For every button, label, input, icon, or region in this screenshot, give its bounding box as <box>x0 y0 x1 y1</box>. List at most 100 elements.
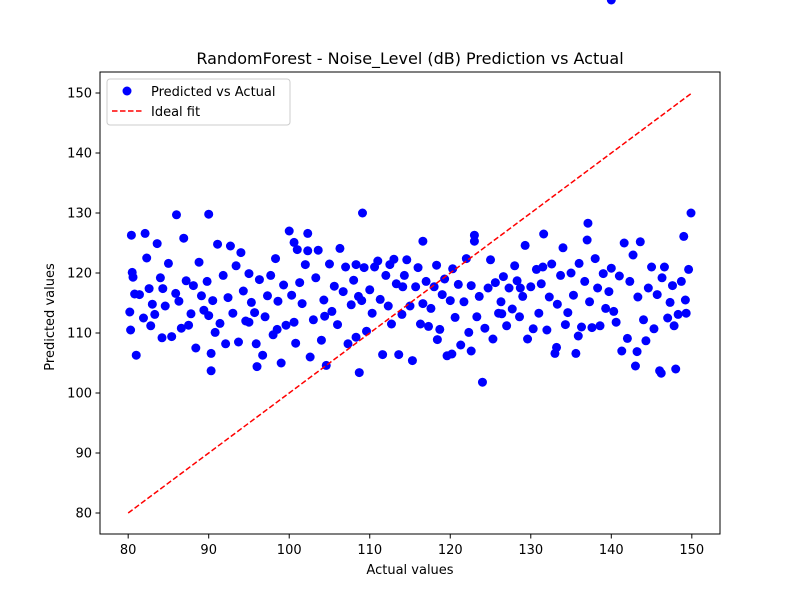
scatter-point <box>426 303 436 313</box>
scatter-point <box>295 278 305 288</box>
scatter-point <box>526 282 536 292</box>
scatter-point <box>595 321 605 331</box>
scatter-point <box>466 346 476 356</box>
scatter-point <box>520 240 530 250</box>
scatter-point <box>659 262 669 272</box>
scatter-point <box>583 218 593 228</box>
legend: Predicted vs Actual Ideal fit <box>106 78 291 126</box>
scatter-point <box>223 293 233 303</box>
scatter-point <box>252 362 262 372</box>
scatter-point <box>680 295 690 305</box>
scatter-point <box>488 334 498 344</box>
scatter-point <box>628 250 638 260</box>
scatter-point <box>590 254 600 264</box>
legend-label-ideal: Ideal fit <box>151 105 200 120</box>
scatter-point <box>246 297 256 307</box>
scatter-point <box>167 332 177 342</box>
scatter-point <box>354 368 364 378</box>
scatter-point <box>186 309 196 319</box>
scatter-point <box>601 303 611 313</box>
scatter-point <box>643 283 653 293</box>
scatter-point <box>538 262 548 272</box>
scatter-point <box>313 245 323 255</box>
scatter-point <box>498 272 508 282</box>
scatter-point <box>448 264 458 274</box>
scatter-point <box>647 262 657 272</box>
scatter-point <box>184 320 194 330</box>
scatter-point <box>150 309 160 319</box>
scatter-point <box>625 276 635 286</box>
scatter-point <box>418 299 428 309</box>
scatter-point <box>155 273 165 283</box>
scatter-point <box>580 276 590 286</box>
scatter-point <box>144 284 154 294</box>
scatter-point <box>289 317 299 327</box>
scatter-point <box>539 229 549 239</box>
scatter-point <box>385 260 395 270</box>
x-tick-label: 110 <box>357 543 382 558</box>
scatter-point <box>582 235 592 245</box>
scatter-point <box>552 299 562 309</box>
scatter-point <box>134 290 144 300</box>
scatter-point <box>367 308 377 318</box>
scatter-point <box>305 352 315 362</box>
scatter-point <box>221 339 231 349</box>
scatter-point <box>146 321 156 331</box>
scatter-point <box>375 294 385 304</box>
scatter-point <box>502 321 512 331</box>
scatter-point <box>324 259 334 269</box>
scatter-point <box>289 237 299 247</box>
scatter-point <box>464 327 474 337</box>
scatter-point <box>432 260 442 270</box>
scatter-point <box>523 334 533 344</box>
scatter-point <box>303 228 313 238</box>
scatter-point <box>684 264 694 274</box>
scatter-point <box>515 283 525 293</box>
scatter-point <box>196 291 206 301</box>
scatter-point <box>236 248 246 258</box>
scatter-point <box>669 321 679 331</box>
scatter-point <box>233 337 243 347</box>
scatter-point <box>271 254 281 264</box>
x-tick-label: 90 <box>200 543 217 558</box>
scatter-point <box>157 333 167 343</box>
scatter-point <box>231 261 241 271</box>
scatter-point <box>346 300 356 310</box>
x-tick-label: 140 <box>599 543 624 558</box>
scatter-point <box>171 288 181 298</box>
legend-label-scatter: Predicted vs Actual <box>151 85 275 100</box>
scatter-point <box>284 226 294 236</box>
scatter-point <box>218 270 228 280</box>
scatter-point <box>585 297 595 307</box>
scatter-point <box>440 274 450 284</box>
scatter-point <box>349 275 359 285</box>
y-tick-label: 100 <box>67 387 92 402</box>
scatter-point <box>574 258 584 268</box>
scatter-point <box>362 326 372 336</box>
scatter-point <box>320 311 330 321</box>
scatter-point <box>341 262 351 272</box>
chart-title: RandomForest - Noise_Level (dB) Predicti… <box>196 49 623 69</box>
scatter-point <box>176 323 186 333</box>
scatter-point <box>486 255 496 265</box>
scatter-point <box>359 263 369 273</box>
scatter-point <box>386 319 396 329</box>
scatter-point <box>445 296 455 306</box>
scatter-point <box>179 233 189 243</box>
scatter-point <box>556 270 566 280</box>
ideal-fit-line <box>127 92 693 514</box>
scatter-point <box>273 296 283 306</box>
scatter-point <box>663 313 673 323</box>
scatter-point <box>181 276 191 286</box>
scatter-point <box>547 259 557 269</box>
scatter-point <box>407 356 417 366</box>
scatter-point <box>258 350 268 360</box>
scatter-point <box>459 297 469 307</box>
scatter-point <box>571 348 581 358</box>
scatter-point <box>343 339 353 349</box>
scatter-point <box>276 358 286 368</box>
scatter-point <box>598 269 608 279</box>
scatter-point <box>418 236 428 246</box>
scatter-point <box>686 208 696 218</box>
